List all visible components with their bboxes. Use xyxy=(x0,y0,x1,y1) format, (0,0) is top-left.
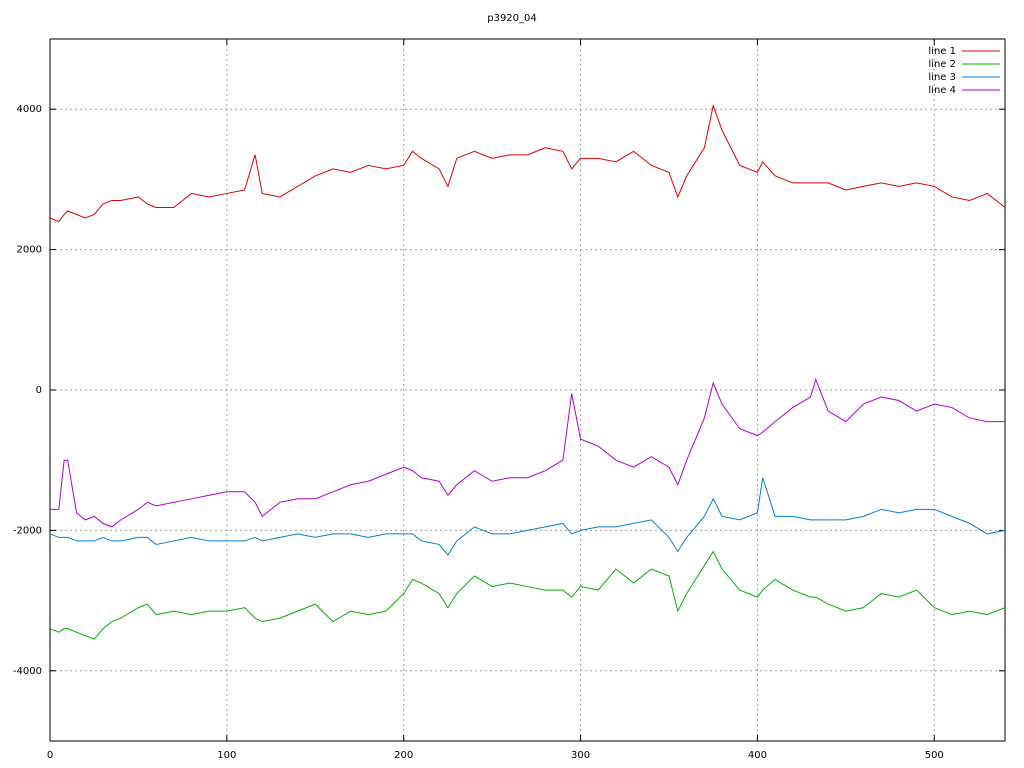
y-tick-label: 0 xyxy=(36,385,42,396)
plot-border xyxy=(49,38,1006,742)
line-series xyxy=(49,103,1006,223)
line-series xyxy=(50,377,1005,528)
x-tick-label: 500 xyxy=(925,750,944,761)
chart-title: p3920_04 xyxy=(487,13,537,24)
x-tick-label: 400 xyxy=(748,750,767,761)
line-series xyxy=(49,477,1006,556)
y-tick-label: 4000 xyxy=(17,104,42,115)
x-tick-label: 100 xyxy=(217,750,236,761)
legend-label: line 4 xyxy=(928,85,956,96)
y-tick-label: 2000 xyxy=(17,245,42,256)
y-tick-label: -2000 xyxy=(13,525,42,536)
x-tick-label: 300 xyxy=(571,750,590,761)
legend-label: line 2 xyxy=(928,59,956,70)
x-tick-label: 0 xyxy=(47,750,53,761)
line-series xyxy=(49,550,1006,640)
x-tick-label: 200 xyxy=(394,750,413,761)
legend-label: line 1 xyxy=(928,46,956,57)
legend-label: line 3 xyxy=(928,72,956,83)
y-tick-label: -4000 xyxy=(13,666,42,677)
